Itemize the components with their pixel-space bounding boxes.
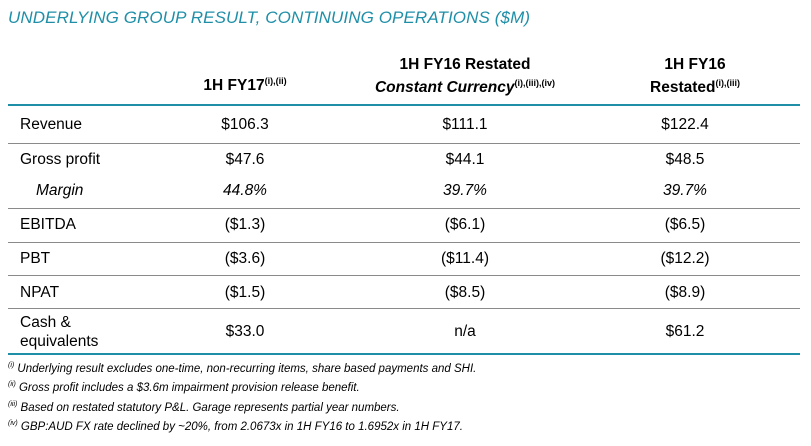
column-header-1h-fy17: 1H FY17(i),(ii) <box>170 72 320 95</box>
footnote-iii: (iii) Based on restated statutory P&L. G… <box>8 397 476 416</box>
cell-pbt-constant-currency: ($11.4) <box>441 250 489 267</box>
footnote-i: (i) Underlying result excludes one-time,… <box>8 358 476 377</box>
table-top-rule <box>8 104 800 106</box>
row-label-cash: Cash & equivalents <box>20 313 98 351</box>
column-header-footnote: (i),(iii),(iv) <box>514 78 556 88</box>
row-label-ebitda: EBITDA <box>20 216 76 233</box>
cell-cash-constant-currency: n/a <box>454 323 476 340</box>
page-title: UNDERLYING GROUP RESULT, CONTINUING OPER… <box>8 8 531 27</box>
column-header-footnote: (i),(iii) <box>715 78 740 88</box>
row-divider <box>8 143 800 144</box>
row-label-gross-profit: Gross profit <box>20 151 101 168</box>
footnote-marker: (i) <box>8 362 15 369</box>
footnote-marker: (ii) <box>8 381 16 389</box>
row-label-margin: Margin <box>36 182 84 199</box>
table-bottom-rule <box>8 353 800 355</box>
footnote-text: Based on restated statutory P&L. Garage … <box>17 401 400 414</box>
row-divider <box>8 308 800 309</box>
cell-npat-constant-currency: ($8.5) <box>444 284 486 301</box>
footnote-text: Gross profit includes a $3.6m impairment… <box>15 382 360 395</box>
column-header-footnote: (i),(ii) <box>264 76 287 86</box>
cell-cash-restated: $61.2 <box>665 323 705 340</box>
row-label-cash-line1: Cash & <box>20 314 71 331</box>
row-label-npat: NPAT <box>20 284 60 301</box>
cell-margin-1h-fy17: 44.8% <box>223 182 267 199</box>
row-label-pbt: PBT <box>20 250 51 267</box>
cell-gross-profit-restated: $48.5 <box>665 151 705 168</box>
cell-margin-constant-currency: 39.7% <box>443 182 487 199</box>
cell-ebitda-restated: ($6.5) <box>664 216 706 233</box>
cell-pbt-1h-fy17: ($3.6) <box>224 250 266 267</box>
cell-revenue-constant-currency: $111.1 <box>442 116 488 133</box>
cell-npat-restated: ($8.9) <box>664 284 706 301</box>
footnote-marker: (iii) <box>8 400 18 408</box>
row-divider <box>8 242 800 243</box>
footnote-text: GBP:AUD FX rate declined by ~20%, from 2… <box>17 420 463 433</box>
footnote-iv: (iv) GBP:AUD FX rate declined by ~20%, f… <box>8 416 476 435</box>
cell-gross-profit-constant-currency: $44.1 <box>445 151 485 168</box>
column-header-text: 1H FY17 <box>203 77 265 95</box>
column-header-subtext: Constant Currency <box>374 79 515 97</box>
column-header-1h-fy16-constant-currency: 1H FY16 Restated Constant Currency(i),(i… <box>345 55 585 97</box>
column-header-subtext: Restated <box>650 79 716 97</box>
cell-ebitda-constant-currency: ($6.1) <box>444 216 486 233</box>
row-label-revenue: Revenue <box>20 116 83 133</box>
cell-pbt-restated: ($12.2) <box>660 250 710 267</box>
row-label-cash-line2: equivalents <box>20 333 99 350</box>
cell-cash-1h-fy17: $33.0 <box>225 323 265 340</box>
row-divider <box>8 275 800 276</box>
cell-revenue-restated: $122.4 <box>661 116 709 133</box>
cell-ebitda-1h-fy17: ($1.3) <box>224 216 266 233</box>
cell-margin-restated: 39.7% <box>663 182 707 199</box>
column-header-text: 1H FY16 <box>664 56 726 73</box>
row-divider <box>8 208 800 209</box>
cell-npat-1h-fy17: ($1.5) <box>224 284 266 301</box>
column-header-text: 1H FY16 Restated <box>399 56 531 73</box>
footnote-ii: (ii) Gross profit includes a $3.6m impai… <box>8 377 476 396</box>
footnotes: (i) Underlying result excludes one-time,… <box>8 358 476 435</box>
cell-gross-profit-1h-fy17: $47.6 <box>225 151 265 168</box>
cell-revenue-1h-fy17: $106.3 <box>221 116 269 133</box>
footnote-marker: (iv) <box>8 419 18 427</box>
footnote-text: Underlying result excludes one-time, non… <box>14 362 477 375</box>
column-header-1h-fy16-restated: 1H FY16 Restated(i),(iii) <box>600 55 770 97</box>
